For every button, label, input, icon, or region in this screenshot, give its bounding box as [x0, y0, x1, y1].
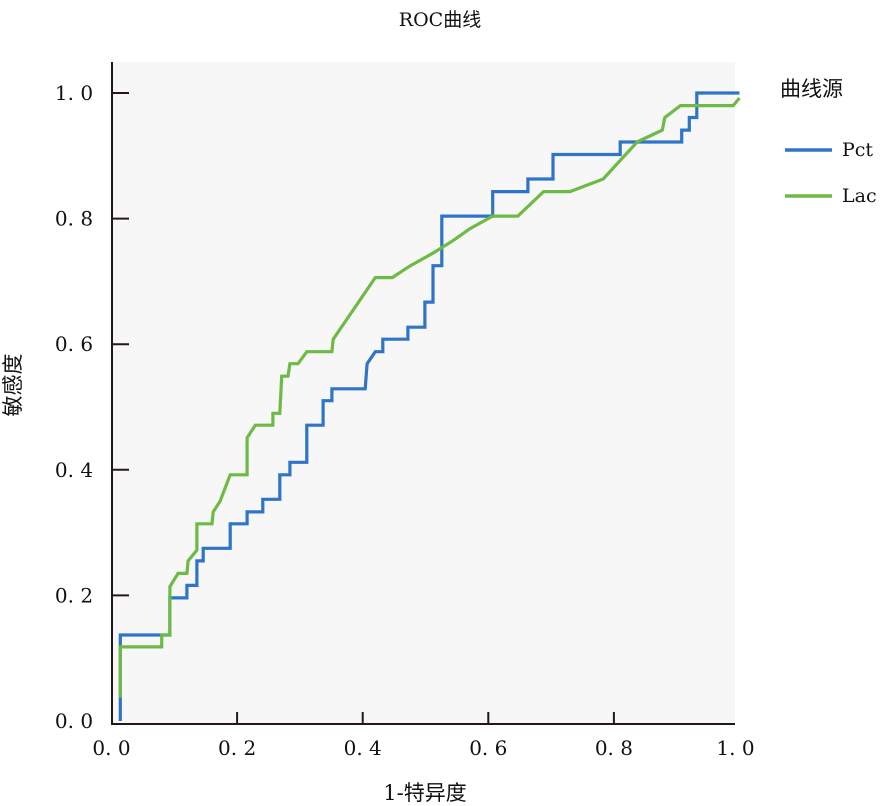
series-line-lac	[118, 96, 741, 698]
legend-title: 曲线源	[780, 77, 843, 101]
plot-area	[112, 62, 735, 724]
x-tick-label: 0. 6	[469, 736, 507, 760]
y-tick-label: 0. 0	[55, 709, 93, 733]
x-tick-label: 0. 2	[218, 736, 256, 760]
x-tick-label: 1. 0	[716, 736, 754, 760]
legend: 曲线源 Pct Lac	[780, 77, 877, 207]
y-tick-label: 0. 6	[55, 332, 93, 356]
chart-title: ROC曲线	[399, 9, 481, 31]
y-tick-label: 0. 4	[55, 458, 93, 482]
ticks-layer: 0. 0 0. 2 0. 4 0. 6 0. 8 1. 0 0. 0 0. 2 0. 4 0. 6…	[55, 81, 755, 760]
x-tick-label: 0. 8	[595, 736, 633, 760]
y-tick-label: 0. 2	[55, 583, 93, 607]
y-axis-label: 敏感度	[1, 354, 25, 417]
legend-label-pct: Pct	[842, 139, 873, 161]
series-layer	[118, 91, 741, 721]
x-tick-label: 0. 0	[92, 736, 130, 760]
legend-label-lac: Lac	[842, 185, 877, 207]
y-tick-label: 1. 0	[55, 81, 93, 105]
series-line-pct	[118, 91, 740, 721]
y-tick-label: 0. 8	[55, 207, 93, 231]
x-tick-label: 0. 4	[344, 736, 382, 760]
x-axis-label: 1-特异度	[383, 781, 466, 805]
